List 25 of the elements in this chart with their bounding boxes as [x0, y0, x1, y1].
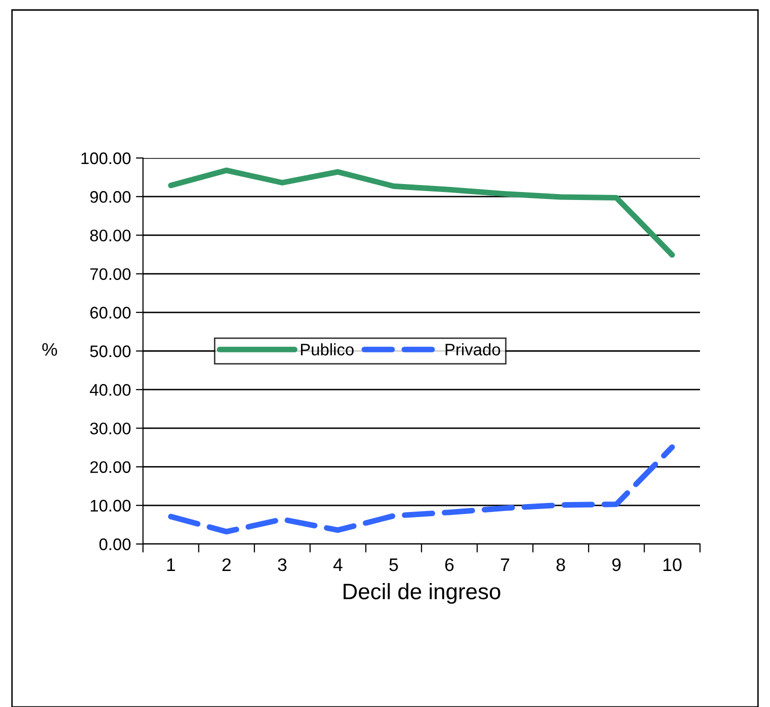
y-tick-label: 50.00 — [90, 345, 131, 358]
y-tick-label: 10.00 — [90, 500, 131, 512]
y-tick-label: 20.00 — [90, 461, 131, 474]
y-tick-label: 80.00 — [90, 230, 131, 242]
x-tick-label: 6 — [445, 558, 454, 572]
y-tick-label: 90.00 — [90, 191, 131, 203]
y-tick-label: 60.00 — [90, 306, 131, 319]
y-tick-label: 30.00 — [90, 422, 131, 434]
x-tick-label: 8 — [556, 558, 565, 572]
legend-label: Privado — [446, 343, 500, 356]
x-tick-label: 2 — [222, 558, 231, 571]
x-tick-label: 5 — [389, 558, 398, 572]
y-tick-label: 100.00 — [81, 152, 131, 164]
x-tick-label: 1 — [167, 558, 175, 571]
x-tick-label: 9 — [612, 558, 621, 572]
y-tick-label: 40.00 — [90, 384, 131, 396]
legend-label: Publico — [301, 343, 354, 356]
y-axis-title: % — [42, 343, 58, 356]
x-tick-label: 10 — [663, 558, 682, 572]
x-tick-label: 4 — [333, 558, 342, 571]
y-tick-label: 70.00 — [90, 268, 131, 280]
x-tick-label: 3 — [278, 558, 286, 572]
x-tick-label: 7 — [500, 558, 510, 571]
y-tick-label: 0.00 — [99, 538, 131, 550]
x-axis-title: Decil de ingreso — [344, 583, 500, 604]
